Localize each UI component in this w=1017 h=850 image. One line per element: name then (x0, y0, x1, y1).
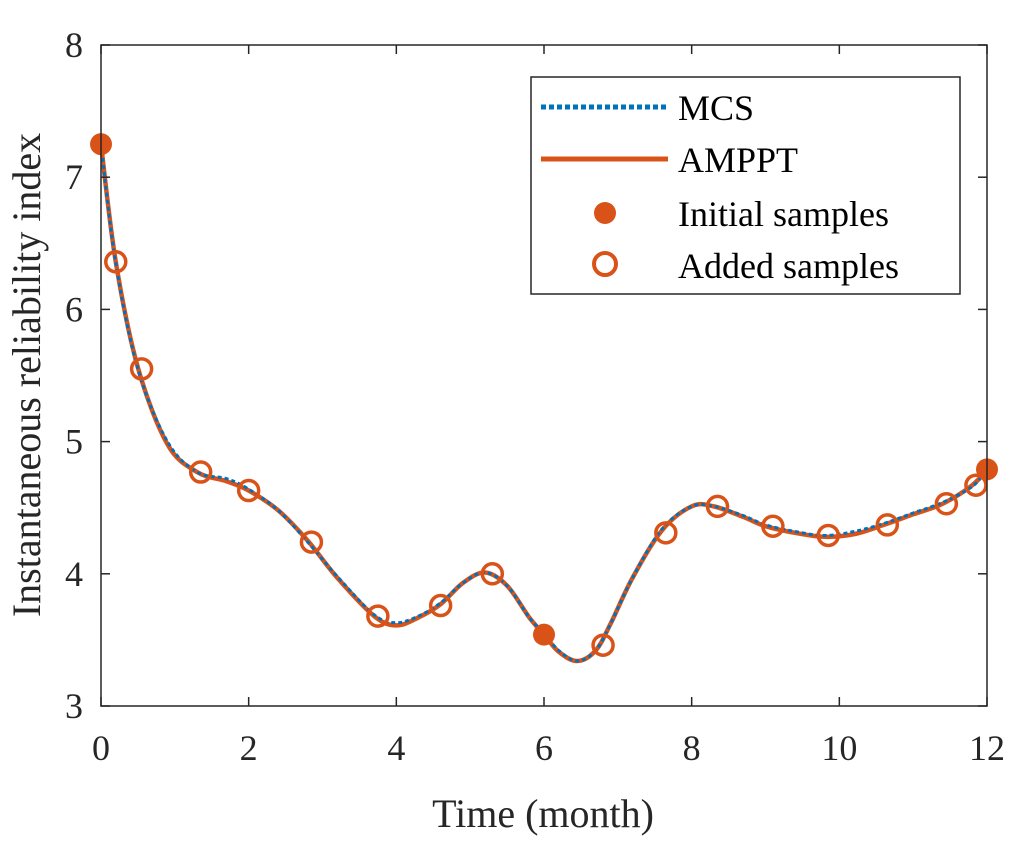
y-tick-label: 7 (65, 157, 83, 197)
y-tick-label: 3 (65, 686, 83, 726)
y-tick-label: 5 (65, 422, 83, 462)
legend-added-label: Added samples (678, 246, 899, 286)
markers-layer (90, 133, 998, 657)
added-sample-point (428, 593, 453, 618)
added-sample-point (299, 530, 324, 554)
y-tick-label: 6 (65, 289, 83, 329)
added-sample-point (591, 633, 615, 657)
added-sample-point (875, 513, 900, 537)
y-tick-label: 8 (65, 25, 83, 65)
legend-box (530, 76, 961, 295)
x-tick-label: 10 (821, 728, 857, 768)
legend: MCS AMPPT Initial samples Added samples (530, 76, 961, 295)
x-tick-label: 2 (240, 728, 258, 768)
x-axis-label: Time (month) (432, 791, 654, 836)
added-sample-point (816, 523, 841, 548)
added-sample-point (705, 494, 730, 519)
added-sample-point (188, 460, 213, 484)
legend-mcs-label: MCS (678, 88, 754, 128)
x-tick-label: 4 (387, 728, 405, 768)
added-sample-point (964, 473, 988, 497)
added-sample-point (480, 562, 505, 586)
x-tick-label: 0 (92, 728, 110, 768)
x-tick-label: 12 (969, 728, 1005, 768)
initial-sample-point (533, 623, 555, 646)
added-sample-point (654, 521, 678, 545)
added-sample-point (761, 514, 785, 538)
legend-initial-label: Initial samples (678, 194, 889, 234)
legend-initial-marker (594, 202, 616, 224)
added-sample-point (366, 604, 390, 628)
x-tick-label: 8 (683, 728, 701, 768)
y-axis-label: Instantaneous reliability index (4, 133, 49, 617)
legend-ampt-label: AMPPT (678, 140, 798, 180)
y-tick-label: 4 (65, 554, 83, 594)
added-sample-point (104, 250, 128, 274)
ticks-layer: 0 2 4 6 8 10 12 3 4 5 6 7 8 (65, 25, 1005, 768)
added-sample-point (129, 357, 154, 381)
x-tick-label: 6 (535, 728, 553, 768)
added-sample-point (236, 478, 261, 503)
added-sample-point (934, 491, 959, 516)
legend-added-marker (592, 251, 618, 277)
